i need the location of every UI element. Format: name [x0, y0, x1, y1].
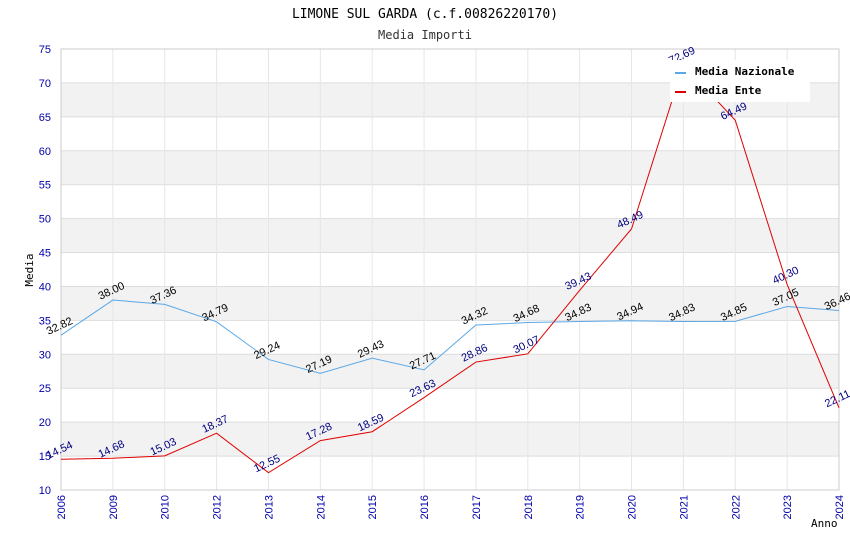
- y-axis-label: Media: [23, 253, 36, 286]
- grid-band: [61, 150, 839, 185]
- x-tick-label: 2024: [834, 495, 846, 519]
- x-axis-ticks: 2006 2009 2010 2012 2013 2014 2015 2016 2017 2018…: [56, 495, 846, 519]
- x-tick-label: 2014: [315, 495, 327, 519]
- y-tick-label: 30: [39, 349, 51, 361]
- series-line-media-nazionale: [60, 299, 840, 374]
- legend-label-media-nazionale: Media Nazionale: [695, 65, 795, 78]
- series-lines: [60, 63, 840, 474]
- y-tick-label: 35: [39, 315, 51, 327]
- x-tick-label: 2016: [419, 495, 431, 519]
- grid-bands: [61, 82, 839, 457]
- legend-label-media-ente: Media Ente: [695, 84, 762, 97]
- grid-band: [61, 218, 839, 253]
- plot-frame: [60, 48, 840, 491]
- x-tick-label: 2009: [108, 495, 120, 519]
- y-tick-label: 40: [39, 281, 51, 293]
- grid-band: [61, 286, 839, 321]
- chart-subtitle: Media Importi: [378, 28, 472, 42]
- y-tick-label: 50: [39, 214, 51, 226]
- x-tick-label: 2006: [56, 495, 68, 519]
- y-tick-label: 65: [39, 112, 51, 124]
- y-tick-label: 75: [39, 44, 51, 56]
- x-tick-label: 2010: [160, 495, 172, 519]
- y-axis-ticks: 10 15 20 25 30 35 40 45 50 55 60 65 70 75: [39, 44, 51, 497]
- x-tick-label: 2020: [627, 495, 639, 519]
- legend: Media Nazionale Media Ente: [670, 60, 810, 102]
- y-tick-label: 70: [39, 78, 51, 90]
- y-tick-label: 55: [39, 180, 51, 192]
- y-tick-label: 45: [39, 248, 51, 260]
- grid-lines: [60, 48, 840, 491]
- y-tick-label: 20: [39, 417, 51, 429]
- data-label-media-ente: 22.11: [823, 388, 850, 410]
- x-axis-label: Anno: [811, 517, 838, 530]
- data-label-media-ente: 40.30: [771, 264, 801, 287]
- x-tick-label: 2021: [678, 495, 690, 519]
- y-tick-label: 25: [39, 383, 51, 395]
- y-tick-label: 60: [39, 146, 51, 158]
- x-tick-label: 2018: [523, 495, 535, 519]
- y-tick-label: 15: [39, 451, 51, 463]
- chart-title: LIMONE SUL GARDA (c.f.00826220170): [292, 7, 558, 22]
- x-tick-label: 2022: [730, 495, 742, 519]
- x-tick-label: 2013: [263, 495, 275, 519]
- x-tick-label: 2012: [212, 495, 224, 519]
- x-tick-label: 2015: [367, 495, 379, 519]
- data-label-media-ente: 30.07: [512, 334, 542, 357]
- x-tick-label: 2019: [575, 495, 587, 519]
- data-label-media-ente: 14.54: [45, 439, 75, 462]
- series-line-media-ente: [60, 63, 840, 474]
- grid-band: [61, 354, 839, 389]
- x-tick-label: 2023: [782, 495, 794, 519]
- x-tick-label: 2017: [471, 495, 483, 519]
- legend-background: [670, 60, 810, 102]
- y-tick-label: 10: [39, 485, 51, 497]
- grid-band: [61, 422, 839, 457]
